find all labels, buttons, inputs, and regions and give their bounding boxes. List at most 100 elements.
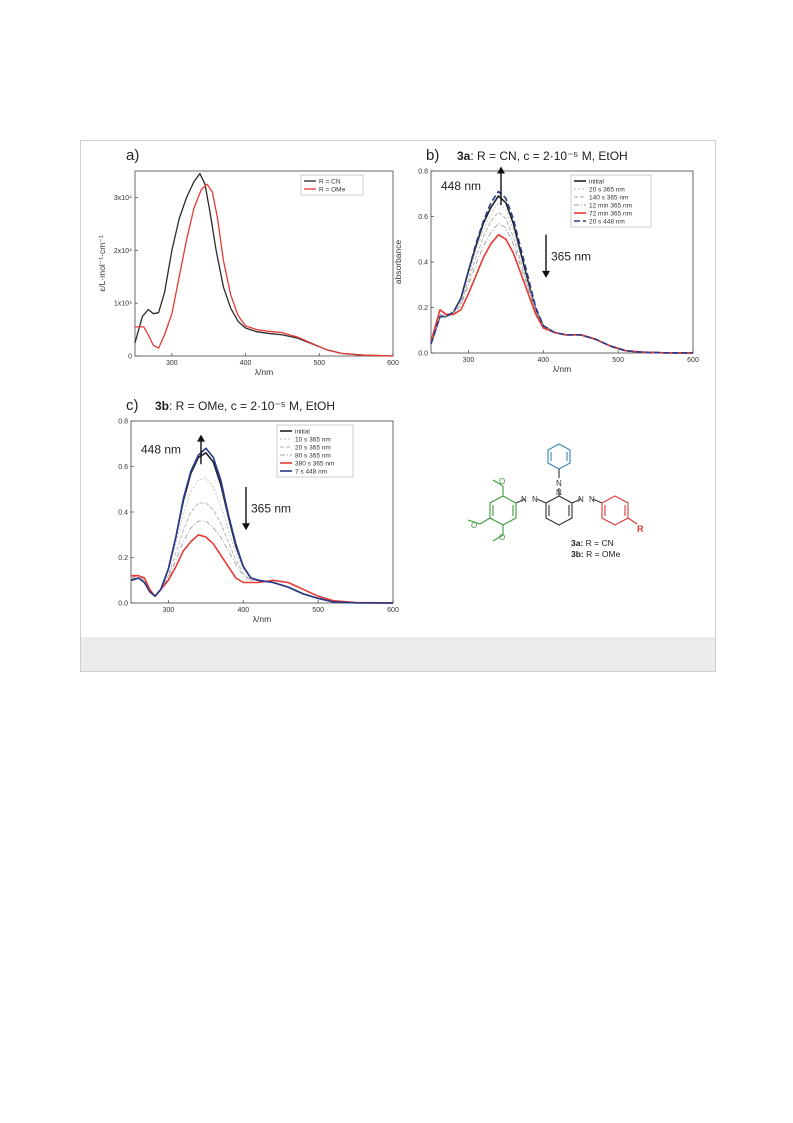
legend-label: R = OMe bbox=[319, 186, 346, 193]
legend-box bbox=[300, 174, 364, 196]
series-line bbox=[430, 202, 694, 354]
panel-b-title: 3a: R = CN, c = 2·10⁻⁵ M, EtOH bbox=[457, 149, 628, 163]
panel-c-title-bold: 3b bbox=[155, 399, 170, 413]
panel-b-title-rest: : R = CN, c = 2·10⁻⁵ M, EtOH bbox=[470, 149, 628, 163]
y-tick-label: 0 bbox=[128, 354, 132, 361]
x-tick-label: 600 bbox=[687, 357, 699, 364]
y-tick-label: 0.0 bbox=[418, 351, 428, 358]
arrow-up-head bbox=[197, 434, 205, 442]
legend-label: 20 s 365 nm bbox=[295, 444, 331, 451]
arrow-up-label: 448 nm bbox=[141, 442, 181, 456]
y-tick-label: 0.6 bbox=[418, 214, 428, 221]
legend-label: initial bbox=[295, 428, 310, 435]
x-tick-label: 300 bbox=[163, 607, 175, 614]
x-axis-label: λ/nm bbox=[253, 614, 271, 624]
x-tick-label: 500 bbox=[312, 607, 324, 614]
series-line bbox=[130, 447, 394, 604]
x-tick-label: 300 bbox=[463, 357, 475, 364]
x-tick-label: 400 bbox=[237, 607, 249, 614]
legend-label: 80 s 365 nm bbox=[295, 452, 331, 459]
x-tick-label: 500 bbox=[313, 360, 325, 367]
legend-box bbox=[276, 424, 354, 478]
y-tick-label: 1x10⁴ bbox=[114, 301, 132, 308]
legend-box bbox=[570, 174, 652, 228]
panel-c-label: c) bbox=[126, 397, 139, 414]
chart-b: 300 400 500 600 0.0 0.2 0.4 0.6 0.8 λ/nm absorbanc… bbox=[393, 166, 699, 374]
compound-3b-label: 3b: R = OMe bbox=[571, 549, 621, 559]
y-tick-label: 0.0 bbox=[118, 601, 128, 608]
arrow-up-label: 448 nm bbox=[441, 179, 481, 193]
x-tick-label: 600 bbox=[387, 360, 399, 367]
compound-3a-rest: R = CN bbox=[583, 538, 613, 548]
chart-c: 300 400 500 600 0.0 0.2 0.4 0.6 0.8 λ/nm initial10… bbox=[118, 419, 399, 625]
y-tick-label: 0.4 bbox=[118, 510, 128, 517]
caption-band bbox=[81, 637, 715, 671]
series-line bbox=[134, 172, 394, 357]
chemical-structure: N N N N N N O O O R 3a: R = CN 3b: R = O… bbox=[467, 443, 644, 559]
legend-label: 12 min 365 nm bbox=[589, 202, 632, 209]
series-line bbox=[131, 534, 394, 604]
x-axis-label: λ/nm bbox=[553, 364, 571, 374]
x-tick-label: 400 bbox=[240, 360, 252, 367]
arrow-up-head bbox=[497, 166, 505, 174]
panel-c-title-rest: : R = OMe, c = 2·10⁻⁵ M, EtOH bbox=[169, 399, 336, 413]
figure-box: a) b) 3a: R = CN, c = 2·10⁻⁵ M, EtOH c) … bbox=[80, 140, 716, 672]
panel-c-title: 3b: R = OMe, c = 2·10⁻⁵ M, EtOH bbox=[155, 399, 335, 413]
series-line bbox=[130, 477, 394, 604]
x-tick-label: 300 bbox=[166, 360, 178, 367]
arrow-down-label: 365 nm bbox=[251, 502, 291, 516]
legend-label: 380 s 365 nm bbox=[295, 460, 334, 467]
compound-3a-label: 3a: R = CN bbox=[571, 538, 614, 548]
x-tick-label: 400 bbox=[537, 357, 549, 364]
arrow-down-head bbox=[542, 270, 550, 278]
y-tick-label: 0.8 bbox=[418, 169, 428, 176]
y-tick-label: 0.2 bbox=[418, 305, 428, 312]
core-ring bbox=[545, 495, 573, 526]
x-axis-label: λ/nm bbox=[255, 367, 273, 377]
series-line bbox=[430, 211, 694, 354]
x-tick-label: 500 bbox=[612, 357, 624, 364]
azo-n-left-1: N bbox=[532, 495, 538, 504]
panel-b-title-bold: 3a bbox=[457, 149, 471, 163]
legend-label: 7 s 448 nm bbox=[295, 468, 327, 475]
r-group-label: R bbox=[637, 524, 644, 534]
y-tick-label: 3x10⁴ bbox=[114, 195, 132, 202]
azo-n-right-1: N bbox=[578, 495, 584, 504]
y-tick-label: 0.8 bbox=[118, 419, 128, 426]
legend-label: R = CN bbox=[319, 178, 341, 185]
legend-label: 10 s 365 nm bbox=[295, 436, 331, 443]
compound-3b-rest: R = OMe bbox=[584, 549, 621, 559]
legend-label: 20 s 365 nm bbox=[589, 186, 625, 193]
y-axis-label: ε/L·mol⁻¹·cm⁻¹ bbox=[97, 235, 107, 291]
trimethoxy-ring bbox=[489, 495, 517, 526]
y-tick-label: 2x10⁴ bbox=[114, 248, 132, 255]
methoxy-o-2: O bbox=[499, 533, 505, 542]
legend-label: 20 s 448 nm bbox=[589, 218, 625, 225]
legend-label: initial bbox=[589, 178, 604, 185]
series-line bbox=[131, 502, 394, 604]
legend-label: 72 min 365 nm bbox=[589, 210, 632, 217]
azo-n-top-2: N bbox=[556, 488, 562, 497]
y-tick-label: 0.2 bbox=[118, 555, 128, 562]
panel-a-label: a) bbox=[126, 147, 140, 164]
series-line bbox=[430, 190, 694, 354]
chart-a: 300 400 500 600 0 1x10⁴ 2x10⁴ 3x10⁴ λ/nm ε/L·mol⁻… bbox=[97, 170, 399, 377]
plot-frame bbox=[134, 170, 394, 357]
methoxy-o-3: O bbox=[471, 521, 477, 530]
azo-n-top-1: N bbox=[556, 479, 562, 488]
methoxy-o-1: O bbox=[499, 477, 505, 486]
azo-n-left-2: N bbox=[521, 495, 527, 504]
compound-3b-bold: 3b: bbox=[571, 549, 584, 559]
r-aryl-ring bbox=[601, 495, 629, 526]
azo-n-right-2: N bbox=[589, 495, 595, 504]
y-tick-label: 0.6 bbox=[118, 464, 128, 471]
compound-3a-bold: 3a: bbox=[571, 538, 583, 548]
arrow-down-head bbox=[242, 523, 250, 531]
x-tick-label: 600 bbox=[387, 607, 399, 614]
y-axis-label: absorbance bbox=[393, 240, 403, 285]
series-line bbox=[135, 183, 394, 357]
panel-b-label: b) bbox=[426, 147, 440, 164]
legend-label: 140 s 365 nm bbox=[589, 194, 628, 201]
arrow-down-label: 365 nm bbox=[551, 249, 591, 263]
y-tick-label: 0.4 bbox=[418, 260, 428, 267]
